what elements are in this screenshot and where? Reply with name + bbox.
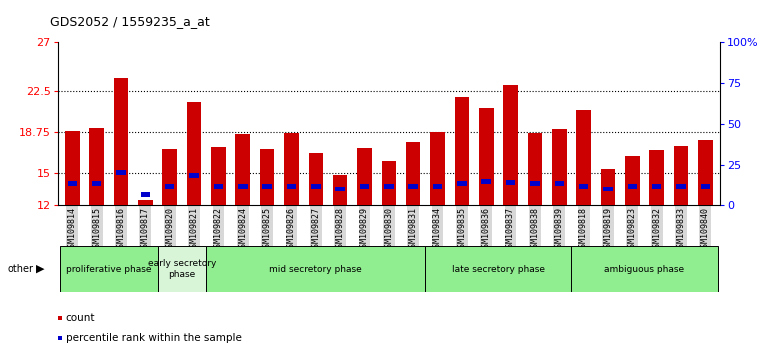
- Text: other: other: [8, 264, 34, 274]
- Bar: [504, 85, 518, 205]
- Bar: [406, 142, 420, 205]
- Text: ambiguous phase: ambiguous phase: [604, 264, 685, 274]
- Text: ▶: ▶: [36, 264, 45, 274]
- Bar: [206, 246, 425, 292]
- Bar: [336, 187, 345, 192]
- Bar: [625, 156, 640, 205]
- Bar: [236, 134, 250, 205]
- Bar: [60, 246, 158, 292]
- Bar: [65, 131, 79, 205]
- Bar: [357, 148, 372, 205]
- Bar: [114, 78, 129, 205]
- Bar: [552, 129, 567, 205]
- Bar: [89, 128, 104, 205]
- Bar: [628, 184, 637, 189]
- Bar: [531, 181, 540, 186]
- Text: GDS2052 / 1559235_a_at: GDS2052 / 1559235_a_at: [50, 15, 209, 28]
- Bar: [238, 184, 247, 189]
- Bar: [457, 181, 467, 186]
- Bar: [571, 246, 718, 292]
- Text: mid secretory phase: mid secretory phase: [270, 264, 362, 274]
- Text: count: count: [66, 313, 95, 323]
- Bar: [360, 184, 370, 189]
- Bar: [576, 110, 591, 205]
- Bar: [138, 200, 152, 205]
- Bar: [601, 170, 615, 205]
- Bar: [263, 184, 272, 189]
- Text: early secretory
phase: early secretory phase: [148, 259, 216, 279]
- Bar: [433, 184, 442, 189]
- Bar: [701, 184, 710, 189]
- Bar: [162, 149, 177, 205]
- Bar: [649, 150, 664, 205]
- Bar: [214, 184, 223, 189]
- Bar: [116, 170, 126, 175]
- Bar: [259, 149, 274, 205]
- Bar: [189, 173, 199, 178]
- Bar: [554, 181, 564, 186]
- Bar: [408, 184, 418, 189]
- Bar: [187, 102, 202, 205]
- Bar: [286, 184, 296, 189]
- Text: percentile rank within the sample: percentile rank within the sample: [66, 333, 242, 343]
- Bar: [284, 133, 299, 205]
- Bar: [211, 147, 226, 205]
- Bar: [698, 140, 713, 205]
- Bar: [384, 184, 393, 189]
- Bar: [333, 176, 347, 205]
- Bar: [311, 184, 320, 189]
- Text: late secretory phase: late secretory phase: [452, 264, 545, 274]
- Bar: [92, 181, 102, 186]
- Bar: [506, 180, 515, 185]
- Bar: [454, 97, 469, 205]
- Bar: [430, 132, 445, 205]
- Bar: [603, 187, 613, 192]
- Bar: [68, 181, 77, 186]
- Text: proliferative phase: proliferative phase: [66, 264, 152, 274]
- Bar: [527, 133, 542, 205]
- Bar: [158, 246, 206, 292]
- Bar: [309, 153, 323, 205]
- Bar: [674, 145, 688, 205]
- Bar: [141, 192, 150, 197]
- Bar: [481, 179, 491, 184]
- Bar: [479, 108, 494, 205]
- Bar: [652, 184, 661, 189]
- Bar: [382, 161, 396, 205]
- Bar: [425, 246, 571, 292]
- Bar: [579, 184, 588, 189]
- Bar: [165, 184, 175, 189]
- Bar: [676, 184, 686, 189]
